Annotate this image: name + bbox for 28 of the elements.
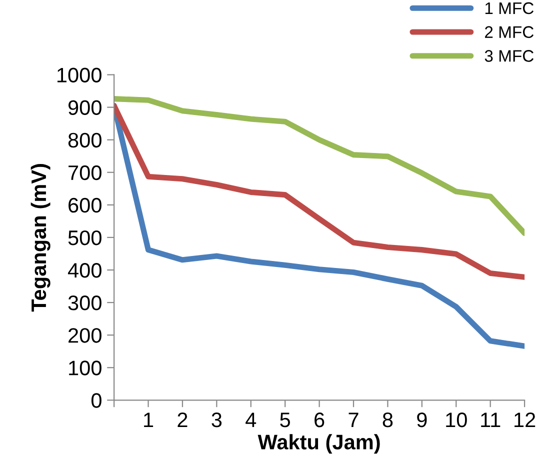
y-tick-label: 1000 — [58, 68, 102, 82]
x-tick-label: 12 — [514, 412, 536, 428]
x-tick-label: 5 — [280, 412, 290, 428]
x-tick-label: 10 — [446, 412, 467, 428]
x-axis-title: Waktu (Jam) — [258, 434, 380, 454]
y-tick-label: 500 — [68, 230, 102, 246]
x-tick-label: 4 — [246, 412, 256, 428]
legend-label: 3 MFC — [484, 50, 534, 62]
legend-label: 2 MFC — [485, 26, 534, 38]
legend-label: 1 MFC — [485, 2, 534, 14]
y-tick-label: 400 — [68, 262, 102, 278]
x-tick-label: 7 — [348, 412, 358, 428]
y-tick-label: 300 — [68, 296, 102, 310]
y-tick-label: 200 — [68, 328, 102, 343]
y-axis-title: Tegangan (mV) — [30, 164, 50, 312]
y-tick-label: 600 — [68, 198, 102, 213]
x-tick-label: 6 — [314, 412, 324, 428]
x-tick-label: 8 — [382, 412, 393, 428]
x-tick-label: 3 — [212, 412, 222, 428]
x-tick-label: 2 — [178, 412, 188, 428]
y-tick-label: 800 — [68, 132, 102, 148]
x-tick-label: 9 — [417, 412, 427, 428]
x-tick-label: 11 — [481, 412, 500, 428]
y-tick-label: 900 — [68, 100, 102, 116]
y-tick-label: 700 — [68, 165, 102, 180]
y-tick-label: 100 — [69, 360, 102, 376]
y-tick-label: 0 — [91, 393, 102, 408]
x-tick-label: 1 — [144, 412, 154, 428]
